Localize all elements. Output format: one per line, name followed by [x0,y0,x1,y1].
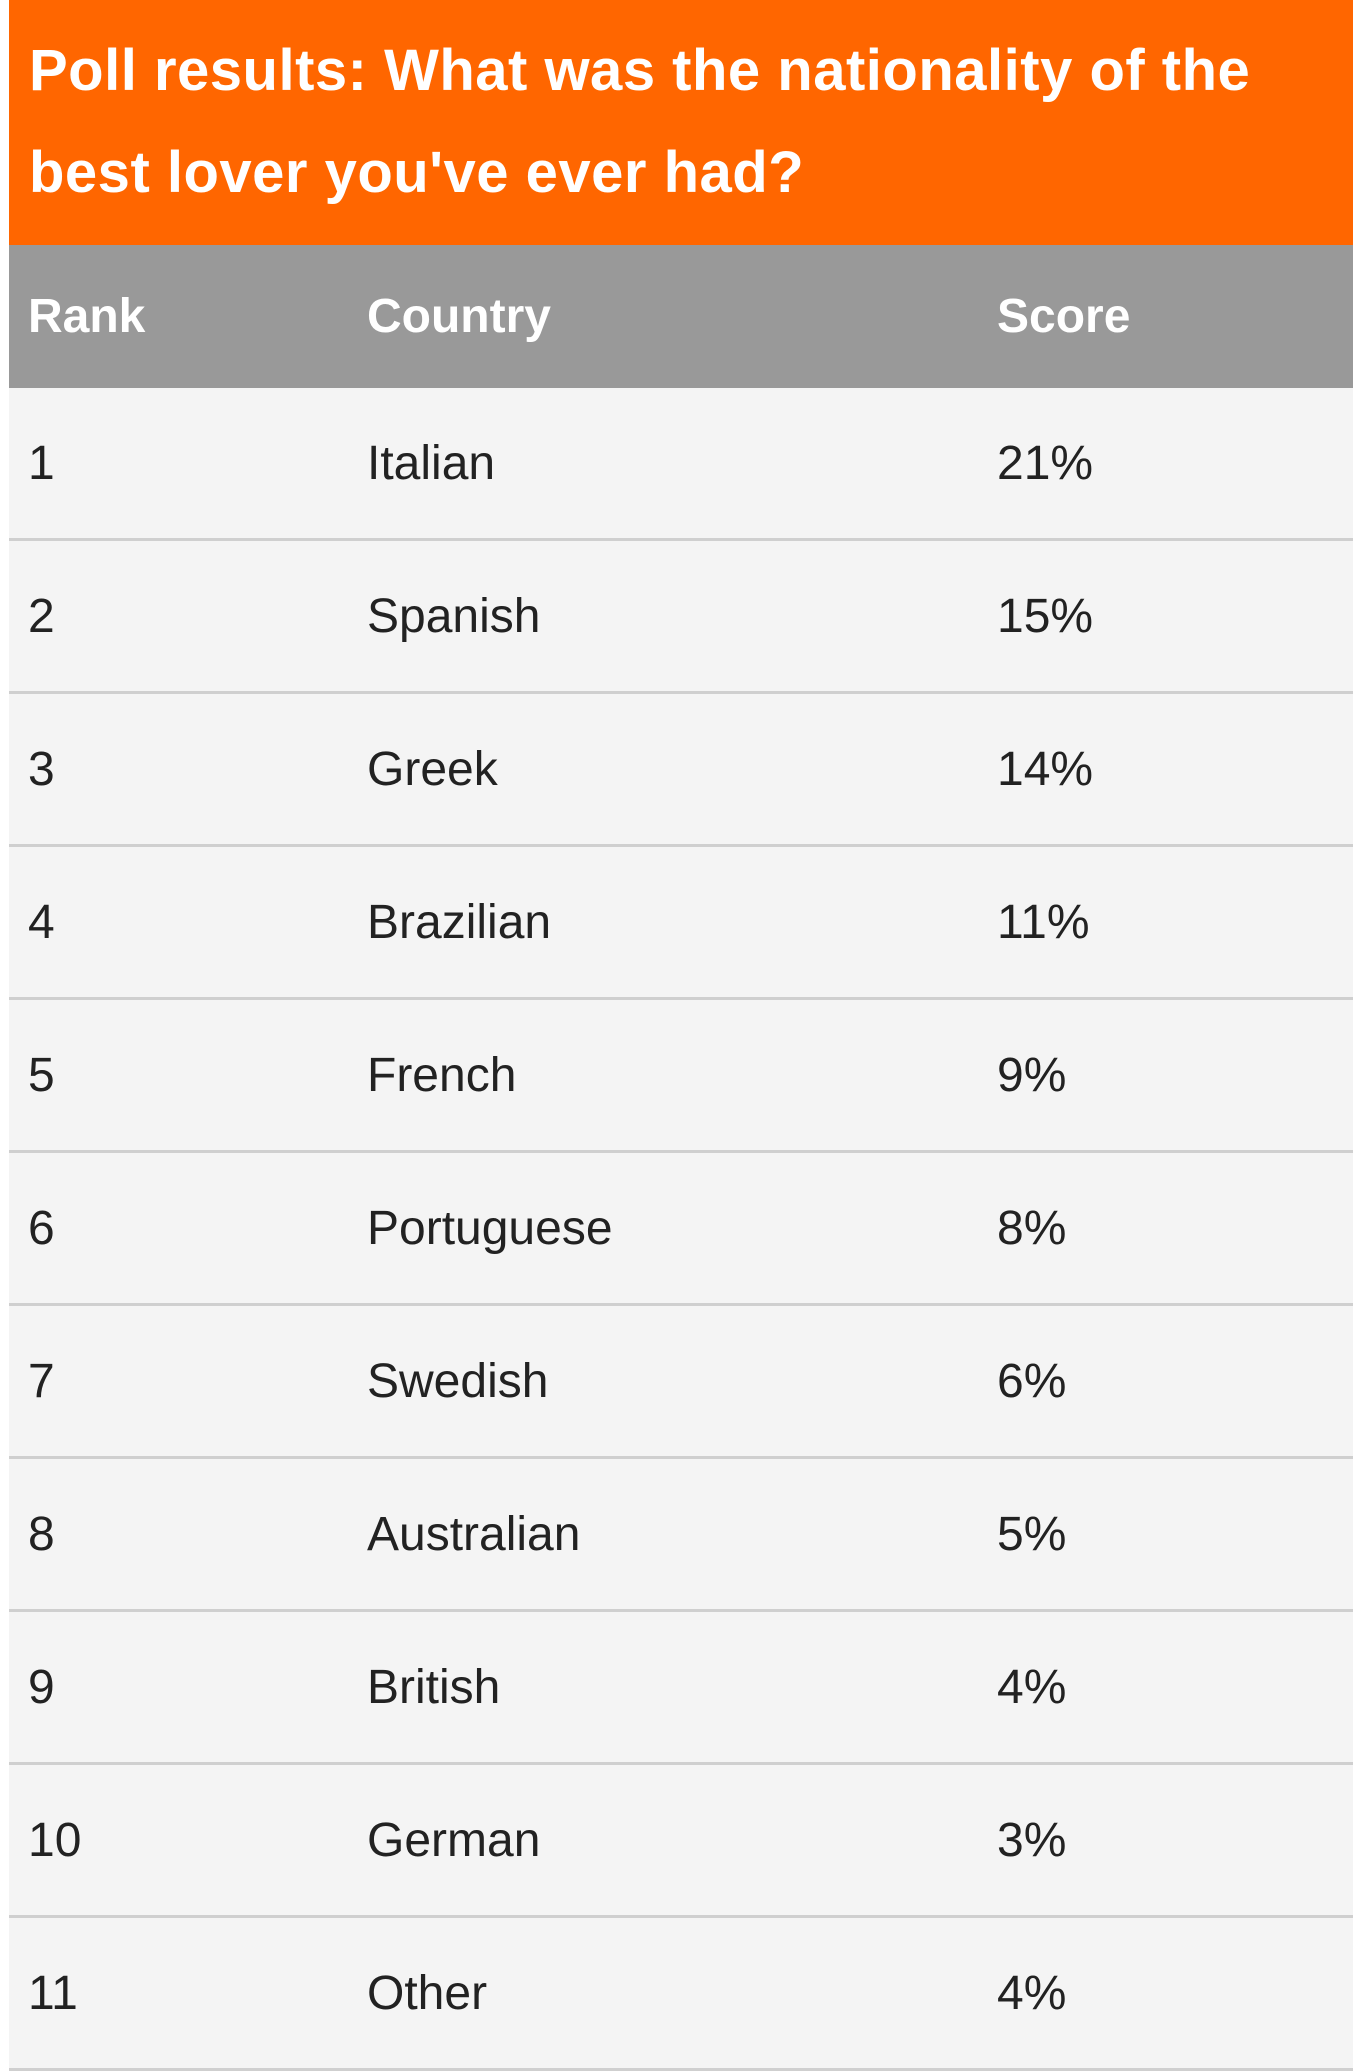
cell-country: Greek [367,742,498,796]
table-row: 9 British 4% [9,1612,1353,1765]
cell-country: Brazilian [367,895,552,949]
table-body: 1 Italian 21% 2 Spanish 15% 3 Greek 14% 4 Brazilia… [9,388,1353,2071]
cell-score: 6% [997,1354,1067,1408]
cell-score: 4% [997,1660,1067,1714]
cell-score: 15% [997,589,1094,643]
table-row: 8 Australian 5% [9,1459,1353,1612]
cell-score: 8% [997,1201,1067,1255]
table-row: 6 Portuguese 8% [9,1153,1353,1306]
table-row: 3 Greek 14% [9,694,1353,847]
cell-rank: 3 [28,742,55,796]
table-row: 2 Spanish 15% [9,541,1353,694]
column-header-country: Country [367,290,551,343]
table-row: 5 French 9% [9,1000,1353,1153]
cell-rank: 11 [28,1966,78,2020]
table-row: 11 Other 4% [9,1918,1353,2071]
cell-rank: 4 [28,895,55,949]
table-row: 1 Italian 21% [9,388,1353,541]
cell-country: British [367,1660,501,1714]
column-header-score: Score [997,290,1131,343]
table-title: Poll results: What was the nationality o… [9,0,1353,245]
cell-country: Swedish [367,1354,549,1408]
cell-country: Australian [367,1507,581,1561]
cell-country: Italian [367,436,496,490]
cell-country: French [367,1048,517,1102]
cell-rank: 2 [28,589,55,643]
cell-score: 14% [997,742,1094,796]
cell-rank: 7 [28,1354,55,1408]
cell-score: 4% [997,1966,1067,2020]
cell-rank: 6 [28,1201,55,1255]
cell-country: Portuguese [367,1201,613,1255]
cell-country: Spanish [367,589,541,643]
cell-country: Other [367,1966,488,2020]
cell-rank: 10 [28,1813,82,1867]
cell-score: 11% [997,895,1090,949]
cell-score: 21% [997,436,1094,490]
cell-rank: 9 [28,1660,55,1714]
table-header: Rank Country Score [9,245,1353,388]
table-row: 7 Swedish 6% [9,1306,1353,1459]
table-row: 4 Brazilian 11% [9,847,1353,1000]
cell-rank: 5 [28,1048,55,1102]
cell-country: German [367,1813,541,1867]
cell-rank: 1 [28,436,55,490]
cell-score: 3% [997,1813,1067,1867]
cell-score: 5% [997,1507,1067,1561]
table-row: 10 German 3% [9,1765,1353,1918]
column-header-rank: Rank [28,290,146,343]
cell-score: 9% [997,1048,1067,1102]
poll-results-table: Poll results: What was the nationality o… [9,0,1353,2071]
cell-rank: 8 [28,1507,55,1561]
